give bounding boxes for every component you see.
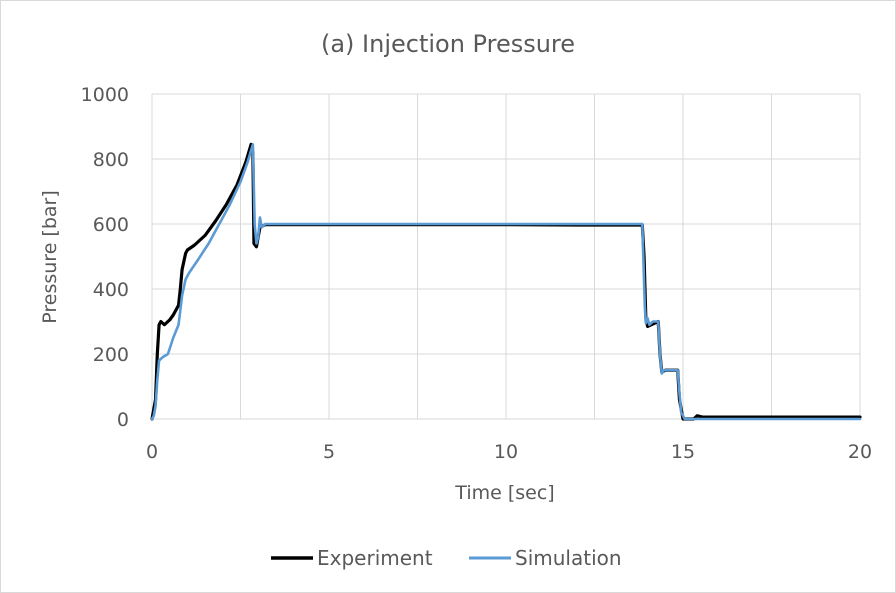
x-tick-label: 10	[494, 441, 518, 463]
legend: Experiment Simulation	[271, 546, 622, 570]
x-axis-label: Time [sec]	[454, 482, 554, 504]
x-tick-label: 20	[848, 441, 872, 463]
y-tick-label: 400	[93, 279, 129, 301]
y-tick-label: 200	[93, 344, 129, 366]
y-axis-label: Pressure [bar]	[39, 190, 61, 324]
series-lines	[150, 142, 862, 421]
gridlines	[151, 93, 861, 420]
y-tick-label: 1000	[81, 84, 129, 106]
legend-label: Experiment	[317, 546, 433, 570]
x-tick-label: 0	[146, 441, 158, 463]
legend-item-simulation: Simulation	[469, 546, 622, 570]
y-tick-label: 800	[93, 149, 129, 171]
y-tick-label: 0	[117, 409, 129, 431]
y-tick-label: 600	[93, 214, 129, 236]
tick-labels: 0 200 400 600 800 1000 0 5 10 15 20	[81, 84, 872, 463]
x-tick-label: 15	[671, 441, 695, 463]
chart-title: (a) Injection Pressure	[321, 30, 575, 58]
legend-label: Simulation	[515, 546, 622, 570]
x-tick-label: 5	[323, 441, 335, 463]
legend-item-experiment: Experiment	[271, 546, 433, 570]
series-line-simulation	[150, 143, 862, 421]
